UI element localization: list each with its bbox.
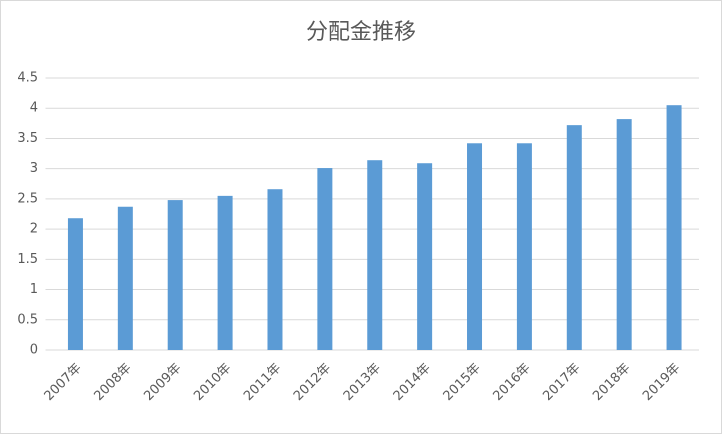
y-tick-label: 0 xyxy=(30,343,38,358)
y-tick-label: 2 xyxy=(30,222,38,237)
y-tick-label: 3.5 xyxy=(17,131,38,146)
chart-title: 分配金推移 xyxy=(306,20,416,45)
bar xyxy=(267,189,283,350)
bar xyxy=(117,206,133,350)
y-tick-label: 2.5 xyxy=(17,191,38,206)
bar xyxy=(666,105,682,350)
y-tick-label: 3 xyxy=(30,161,38,176)
bar xyxy=(67,218,83,350)
y-tick-label: 1 xyxy=(30,282,38,297)
bar xyxy=(167,200,183,350)
bar xyxy=(467,143,483,350)
bar xyxy=(566,125,582,350)
y-tick-label: 4.5 xyxy=(17,71,38,86)
bar xyxy=(217,195,233,350)
y-tick-label: 4 xyxy=(30,101,38,116)
y-tick-label: 1.5 xyxy=(17,252,38,267)
bar xyxy=(317,168,333,350)
bar xyxy=(417,163,433,350)
bar xyxy=(516,143,532,350)
bar xyxy=(616,119,632,350)
bar xyxy=(367,160,383,350)
y-tick-label: 0.5 xyxy=(17,312,38,327)
